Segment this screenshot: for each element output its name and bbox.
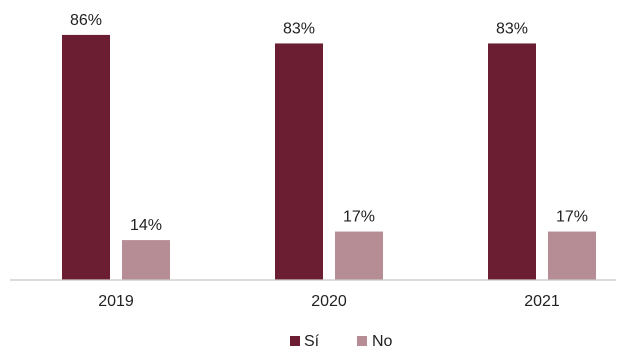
legend: Sí No xyxy=(290,333,393,350)
bars-layer xyxy=(62,34,596,281)
bar-no-2021 xyxy=(548,231,596,280)
data-label-si-2020: 83% xyxy=(283,20,315,37)
bar-si-2021 xyxy=(488,43,536,281)
data-label-no-2021: 17% xyxy=(556,209,588,226)
legend-swatch-si xyxy=(290,336,300,346)
data-label-no-2020: 17% xyxy=(343,209,375,226)
data-labels-layer: 86% 14% 83% 17% 83% 17% xyxy=(70,12,588,234)
data-label-no-2019: 14% xyxy=(130,217,162,234)
bar-no-2020 xyxy=(335,231,383,280)
x-tick-labels-layer: 2019 2020 2021 xyxy=(98,293,560,310)
bar-si-2019 xyxy=(62,34,110,281)
legend-label-no: No xyxy=(372,333,393,349)
bar-si-2020 xyxy=(275,43,323,281)
x-tick-label-2019: 2019 xyxy=(98,293,134,310)
legend-swatch-no xyxy=(357,336,367,346)
x-tick-label-2020: 2020 xyxy=(311,293,347,310)
legend-label-si: Sí xyxy=(304,333,320,349)
bar-no-2019 xyxy=(122,240,170,280)
data-label-si-2021: 83% xyxy=(496,20,528,37)
x-tick-label-2021: 2021 xyxy=(524,293,560,310)
data-label-si-2019: 86% xyxy=(70,12,102,29)
